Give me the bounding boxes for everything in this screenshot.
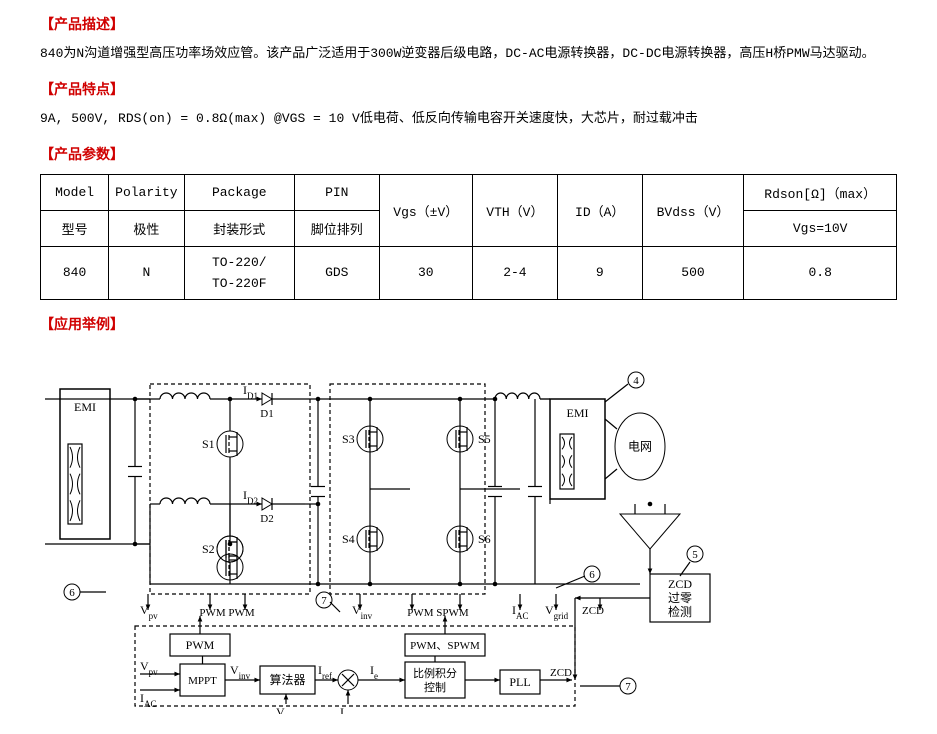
th-rdson-cn: Vgs=10V bbox=[744, 210, 897, 246]
svg-text:PLL: PLL bbox=[509, 675, 530, 689]
td-vth: 2-4 bbox=[472, 246, 557, 299]
th-model-en: Model bbox=[41, 174, 109, 210]
svg-text:ID1: ID1 bbox=[243, 383, 258, 401]
application-diagram: EMIID1D1ID2D2S1S2S3S5S4S6EMI电网ZCD过零检测456… bbox=[40, 344, 897, 714]
th-pkg-cn: 封装形式 bbox=[184, 210, 294, 246]
svg-text:S6: S6 bbox=[478, 532, 491, 546]
svg-text:PWM、SPWM: PWM、SPWM bbox=[410, 640, 480, 652]
th-pkg-en: Package bbox=[184, 174, 294, 210]
table-row: 840 N TO-220/ TO-220F GDS 30 2-4 9 500 0… bbox=[41, 246, 897, 299]
svg-text:PWM PWM: PWM PWM bbox=[199, 607, 255, 619]
svg-text:S1: S1 bbox=[202, 437, 215, 451]
th-pin-en: PIN bbox=[294, 174, 379, 210]
svg-text:EMI: EMI bbox=[74, 400, 96, 414]
th-pin-cn: 脚位排列 bbox=[294, 210, 379, 246]
spec-table: Model Polarity Package PIN Vgs（±V） VTH（V… bbox=[40, 174, 897, 300]
svg-text:5: 5 bbox=[692, 549, 698, 561]
svg-text:D1: D1 bbox=[260, 408, 273, 420]
svg-text:比例积分: 比例积分 bbox=[413, 666, 457, 680]
svg-text:算法器: 算法器 bbox=[269, 672, 305, 687]
section-head-app: 【应用举例】 bbox=[40, 314, 897, 334]
td-bvdss: 500 bbox=[642, 246, 744, 299]
section-head-feat: 【产品特点】 bbox=[40, 79, 897, 99]
th-vgs: Vgs（±V） bbox=[379, 174, 472, 246]
svg-text:S5: S5 bbox=[478, 432, 491, 446]
svg-text:电网: 电网 bbox=[628, 439, 652, 453]
th-id: ID（A） bbox=[557, 174, 642, 246]
td-pin: GDS bbox=[294, 246, 379, 299]
th-model-cn: 型号 bbox=[41, 210, 109, 246]
section-head-param: 【产品参数】 bbox=[40, 144, 897, 164]
svg-text:Iref: Iref bbox=[318, 663, 332, 681]
svg-text:7: 7 bbox=[625, 681, 631, 693]
svg-text:ID2: ID2 bbox=[243, 488, 258, 506]
svg-text:S4: S4 bbox=[342, 532, 355, 546]
svg-text:ZCD: ZCD bbox=[582, 605, 604, 617]
feat-body: 9A, 500V, RDS(on) = 0.8Ω(max) @VGS = 10 … bbox=[40, 109, 897, 130]
th-pol-en: Polarity bbox=[109, 174, 184, 210]
svg-text:4: 4 bbox=[633, 375, 639, 387]
th-bvdss: BVdss（V） bbox=[642, 174, 744, 246]
svg-text:PWM SPWM: PWM SPWM bbox=[407, 607, 469, 619]
svg-text:ZCD: ZCD bbox=[668, 577, 692, 591]
svg-text:S3: S3 bbox=[342, 432, 355, 446]
svg-text:7: 7 bbox=[321, 595, 327, 607]
svg-text:PWM: PWM bbox=[186, 638, 215, 652]
svg-text:ZCD: ZCD bbox=[550, 667, 572, 679]
td-id: 9 bbox=[557, 246, 642, 299]
svg-text:Vinv: Vinv bbox=[230, 663, 251, 681]
svg-text:D2: D2 bbox=[260, 513, 273, 525]
svg-text:6: 6 bbox=[589, 569, 595, 581]
td-vgs: 30 bbox=[379, 246, 472, 299]
td-pkg2: TO-220F bbox=[191, 276, 288, 291]
svg-text:Ie: Ie bbox=[370, 663, 378, 681]
svg-text:6: 6 bbox=[69, 587, 75, 599]
td-pkg: TO-220/ TO-220F bbox=[184, 246, 294, 299]
td-model: 840 bbox=[41, 246, 109, 299]
svg-text:检测: 检测 bbox=[668, 604, 692, 619]
table-row: Model Polarity Package PIN Vgs（±V） VTH（V… bbox=[41, 174, 897, 210]
section-head-desc: 【产品描述】 bbox=[40, 14, 897, 34]
td-pkg1: TO-220/ bbox=[191, 255, 288, 270]
svg-text:EMI: EMI bbox=[567, 406, 589, 420]
svg-text:S2: S2 bbox=[202, 542, 215, 556]
th-vth: VTH（V） bbox=[472, 174, 557, 246]
th-pol-cn: 极性 bbox=[109, 210, 184, 246]
desc-body: 840为N沟道增强型高压功率场效应管。该产品广泛适用于300W逆变器后级电路，D… bbox=[40, 44, 897, 65]
svg-text:IAC: IAC bbox=[340, 705, 357, 714]
svg-text:Vinv: Vinv bbox=[352, 603, 373, 621]
svg-text:控制: 控制 bbox=[424, 680, 446, 694]
th-rdson-en: Rdson[Ω]（max） bbox=[744, 174, 897, 210]
svg-text:过零: 过零 bbox=[668, 591, 692, 605]
svg-text:MPPT: MPPT bbox=[188, 675, 217, 687]
td-pol: N bbox=[109, 246, 184, 299]
td-rdson: 0.8 bbox=[744, 246, 897, 299]
